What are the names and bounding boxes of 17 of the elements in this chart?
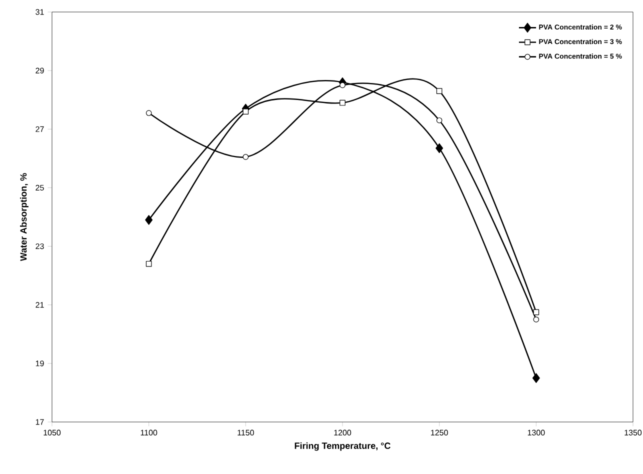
x-tick-label: 1050 bbox=[44, 430, 61, 436]
y-tick-label: 29 bbox=[36, 68, 44, 74]
y-tick-label: 25 bbox=[36, 184, 44, 191]
y-tick-label: 31 bbox=[36, 9, 44, 15]
y-tick-label: 21 bbox=[36, 302, 44, 308]
x-tick-label: 1300 bbox=[528, 430, 545, 436]
x-tick-label: 1350 bbox=[624, 430, 642, 436]
y-tick-label: 23 bbox=[36, 243, 44, 250]
x-tick-label: 1150 bbox=[238, 430, 254, 436]
y-tick-label: 17 bbox=[36, 419, 44, 425]
y-axis-title: Water Absorption, % bbox=[20, 173, 28, 262]
x-tick-label: 1100 bbox=[140, 430, 158, 436]
x-tick-label: 1250 bbox=[431, 430, 448, 436]
x-axis-title: Firing Temperature, °C bbox=[294, 442, 390, 451]
y-tick-label: 27 bbox=[36, 126, 44, 132]
x-tick-label: 1200 bbox=[334, 430, 352, 436]
y-tick-label: 19 bbox=[36, 360, 44, 366]
